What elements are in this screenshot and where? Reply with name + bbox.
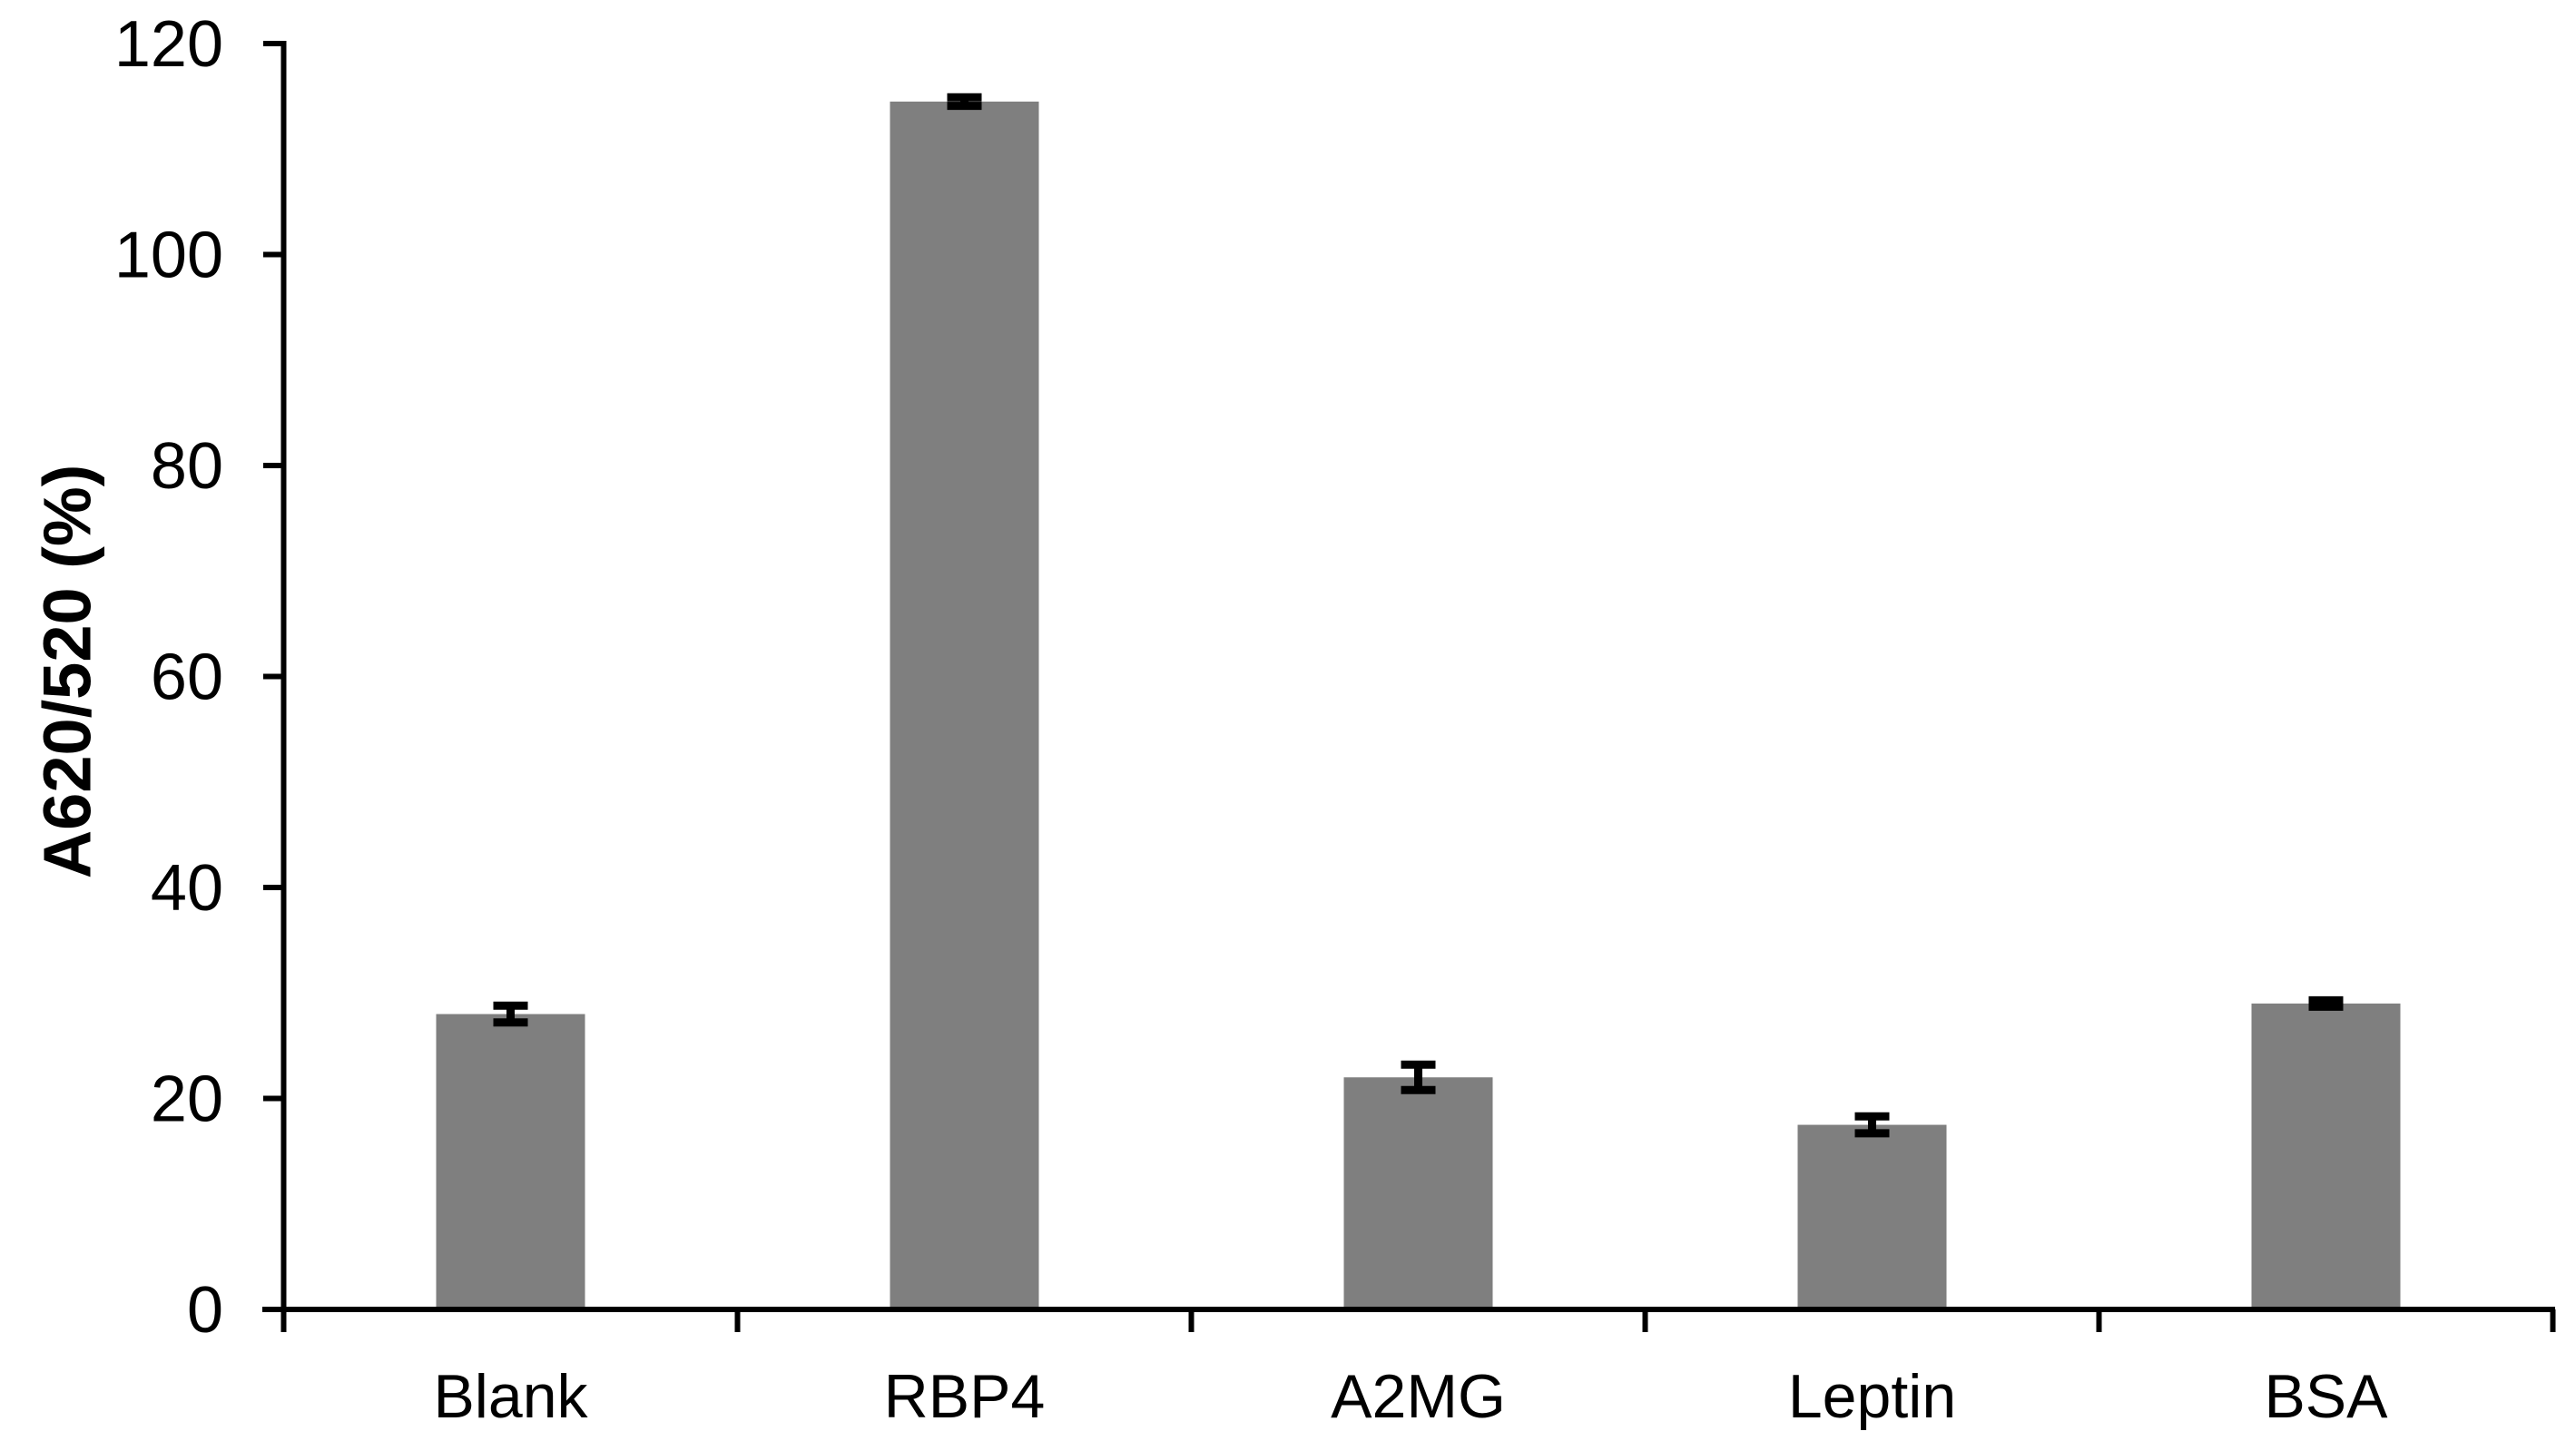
y-tick-label-40: 40 <box>151 852 223 925</box>
category-label-rbp4: RBP4 <box>884 1362 1046 1431</box>
y-tick-label-20: 20 <box>151 1064 223 1136</box>
category-label-leptin: Leptin <box>1788 1362 1956 1431</box>
error-bar-a2mg <box>1401 1060 1436 1094</box>
y-tick-label-60: 60 <box>151 642 223 714</box>
y-tick-label-0: 0 <box>187 1274 223 1347</box>
error-bar-rbp4 <box>947 93 982 111</box>
y-axis-title: A620/520 (%) <box>30 465 105 879</box>
y-tick-label-80: 80 <box>151 430 223 503</box>
category-label-bsa: BSA <box>2264 1362 2388 1431</box>
tick-labels-layer: Blank RBP4 A2MG Leptin BSA 0 20 40 60 80 100 120 <box>114 8 2388 1431</box>
y-tick-label-100: 100 <box>114 220 223 292</box>
bar-a2mg <box>1343 1077 1493 1312</box>
y-tick-label-120: 120 <box>114 8 223 81</box>
category-label-a2mg: A2MG <box>1331 1362 1506 1431</box>
error-bars-layer <box>493 93 2344 1138</box>
bar-bsa <box>2251 1003 2401 1312</box>
bar-leptin <box>1797 1124 1947 1312</box>
bar-blank <box>436 1014 585 1312</box>
bar-rbp4 <box>890 101 1039 1312</box>
bars-layer <box>436 101 2401 1312</box>
error-bar-blank <box>493 1001 528 1027</box>
category-label-blank: Blank <box>433 1362 588 1431</box>
error-bar-leptin <box>1854 1112 1890 1138</box>
axes-layer <box>262 41 2556 1332</box>
error-bar-bsa <box>2308 995 2344 1011</box>
